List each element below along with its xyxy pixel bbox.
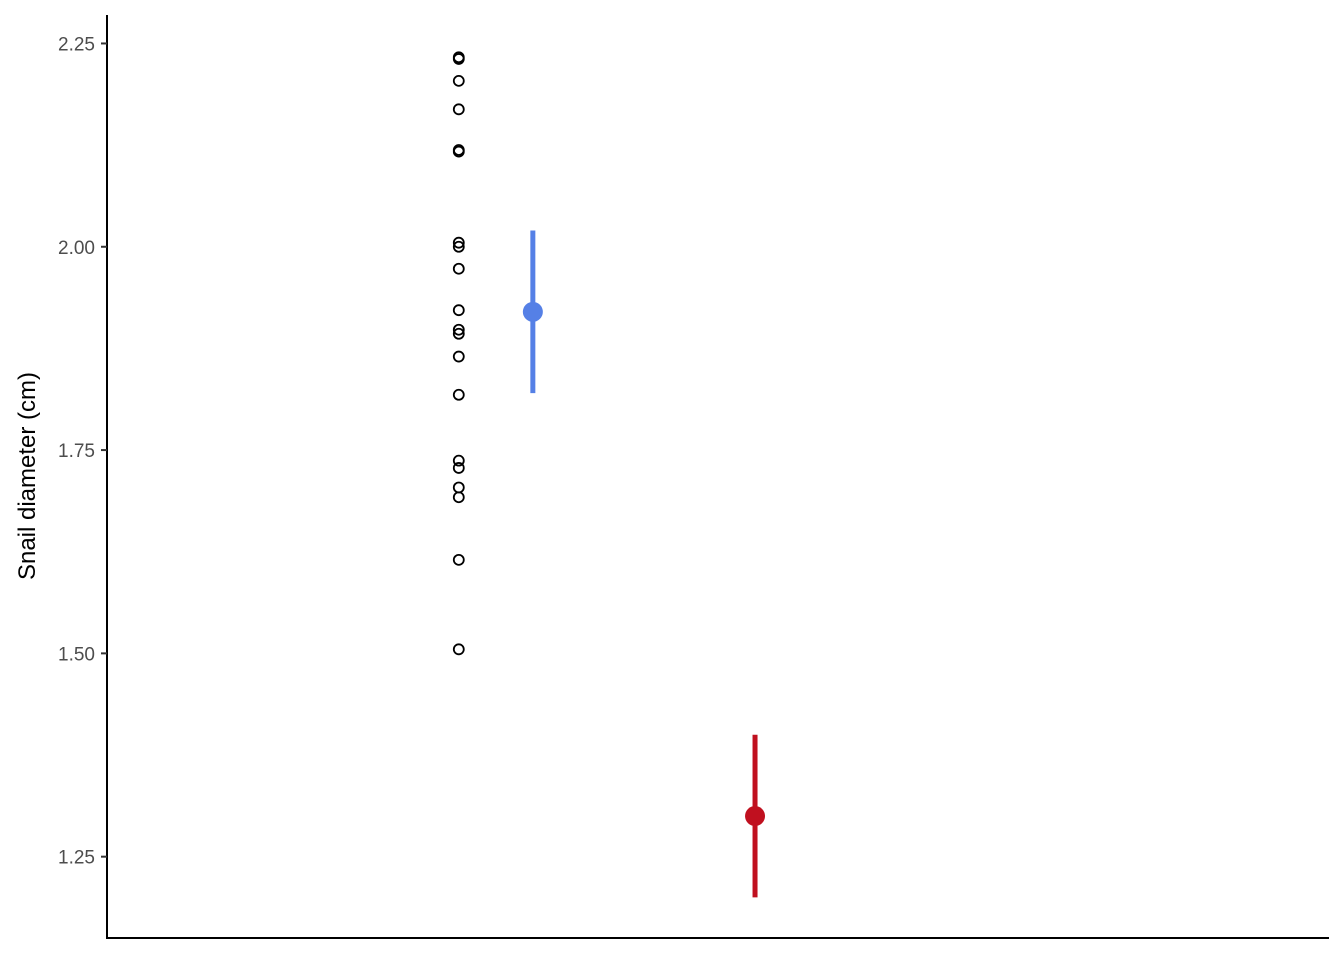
y-tick-label: 1.75 <box>58 441 95 462</box>
y-tick-label: 2.25 <box>58 34 95 55</box>
mean-point <box>745 806 766 827</box>
raw-data-point <box>452 481 465 494</box>
raw-data-point <box>452 323 465 336</box>
mean-point <box>522 301 543 322</box>
y-tick-label: 1.50 <box>58 644 95 665</box>
raw-data-point <box>452 462 465 474</box>
raw-data-point <box>452 327 465 340</box>
y-tick-label: 2.00 <box>58 238 95 259</box>
y-ticks: 1.25 1.50 1.75 2.00 2.25 <box>58 34 107 869</box>
raw-data-point <box>452 103 465 116</box>
raw-data-point <box>452 240 465 253</box>
raw-data-point <box>452 491 465 504</box>
raw-data-point <box>452 454 465 467</box>
raw-data-point <box>452 74 465 87</box>
y-tick-label: 1.25 <box>58 848 95 869</box>
raw-data-point <box>452 236 465 249</box>
raw-data-point <box>452 553 465 566</box>
y-axis-title: Snail diameter (cm) <box>14 372 41 580</box>
raw-data-point <box>452 388 465 401</box>
raw-data-point <box>452 262 465 275</box>
raw-data-point <box>452 350 465 363</box>
mean-error-points <box>522 230 766 898</box>
raw-data-point <box>452 304 465 317</box>
raw-data-point <box>452 643 465 656</box>
raw-points <box>452 51 465 656</box>
raw-data-point <box>452 53 465 65</box>
raw-data-point <box>452 145 465 158</box>
y-axis: 1.25 1.50 1.75 2.00 2.25 <box>58 15 108 938</box>
